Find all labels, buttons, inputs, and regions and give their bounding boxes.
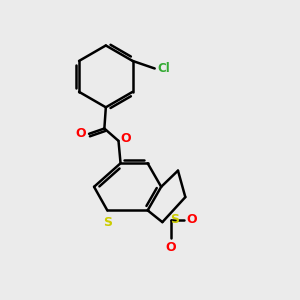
Text: O: O <box>121 132 131 145</box>
Text: S: S <box>103 216 112 229</box>
Text: Cl: Cl <box>157 62 170 75</box>
Text: S: S <box>171 213 180 226</box>
Text: O: O <box>165 241 176 254</box>
Text: O: O <box>76 127 86 140</box>
Text: O: O <box>187 213 197 226</box>
